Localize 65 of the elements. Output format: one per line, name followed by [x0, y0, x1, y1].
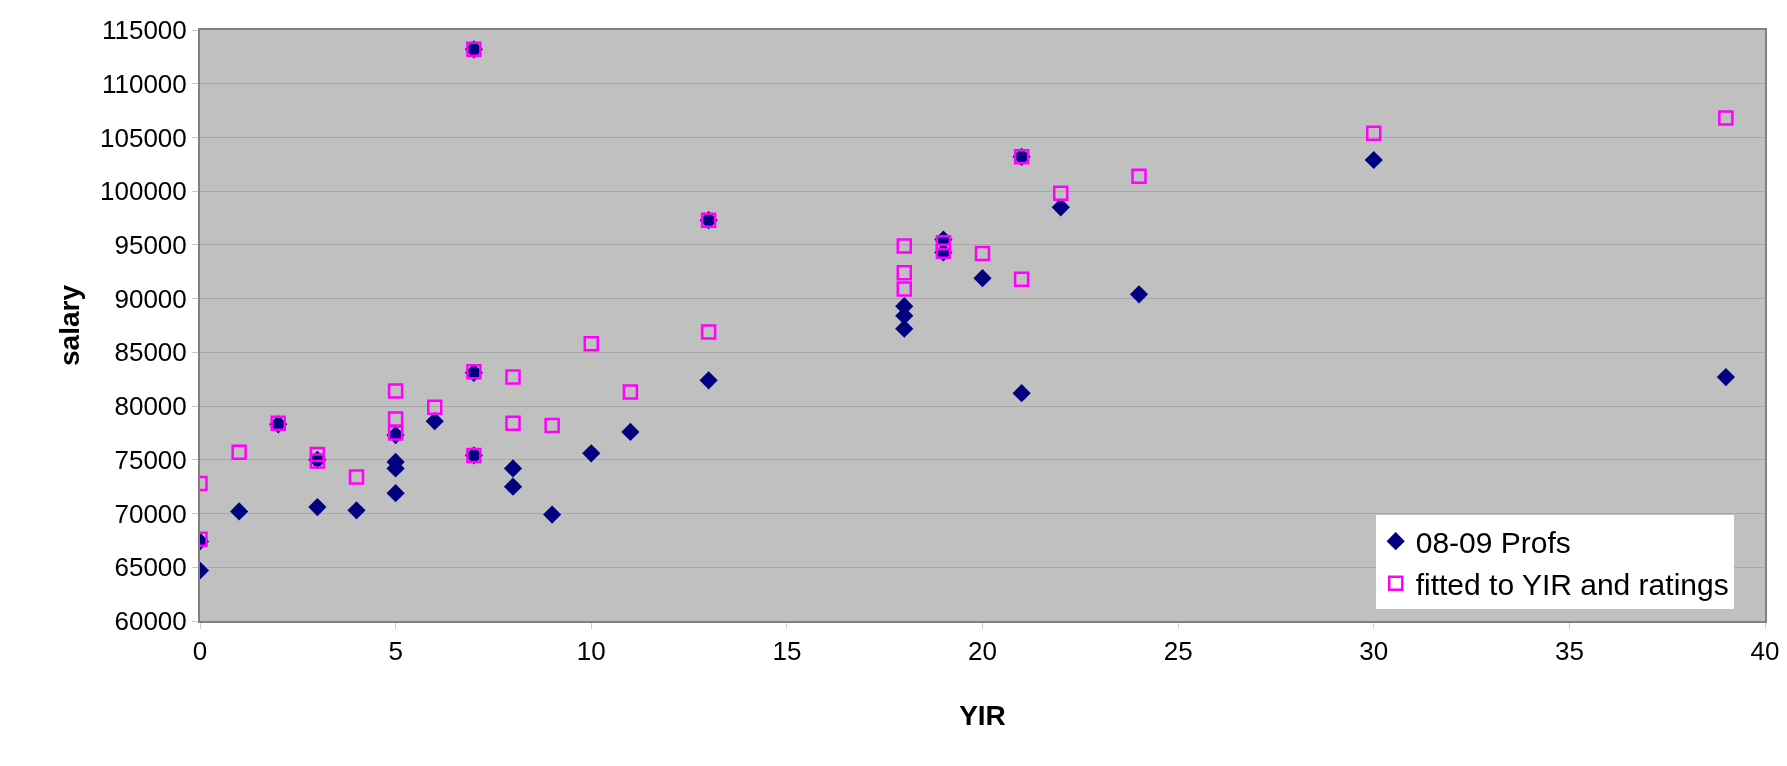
point [1366, 125, 1382, 141]
point [308, 498, 327, 517]
point [1716, 367, 1735, 387]
x-tick-label: 10 [576, 636, 606, 667]
point [1364, 150, 1383, 170]
y-tick-label: 60000 [114, 606, 187, 637]
point [544, 417, 560, 434]
y-tick-label: 115000 [101, 15, 187, 46]
point [387, 425, 404, 441]
legend-label: 08-09 Profs [1415, 525, 1571, 559]
legend-label: fitted to YIR and ratings [1415, 567, 1729, 601]
x-tick-label: 20 [968, 636, 997, 667]
point [1129, 285, 1149, 304]
point [230, 502, 249, 521]
point [699, 371, 718, 390]
point [974, 245, 991, 262]
point [622, 384, 639, 400]
point [503, 477, 523, 496]
point [973, 269, 992, 288]
point [896, 281, 912, 297]
point [386, 484, 405, 503]
x-tick-label: 15 [772, 636, 802, 667]
y-tick-label: 65000 [114, 552, 187, 583]
point [503, 459, 523, 478]
point [505, 369, 521, 385]
point [1012, 384, 1031, 403]
y-tick-label: 95000 [114, 230, 187, 261]
point [543, 505, 562, 524]
point [387, 411, 404, 427]
y-axis-title: salary [54, 284, 86, 366]
x-tick-label: 40 [1750, 636, 1780, 667]
point [700, 324, 717, 340]
point [896, 265, 912, 281]
point [582, 444, 601, 463]
y-tick-label: 75000 [114, 444, 187, 475]
point [425, 412, 444, 431]
point [387, 383, 404, 399]
y-tick-label: 105000 [100, 122, 187, 153]
y-tick-label: 110000 [101, 68, 187, 99]
y-tick-label: 90000 [114, 283, 187, 314]
point [1718, 110, 1734, 126]
y-tick-label: 70000 [114, 498, 187, 529]
point [348, 469, 365, 485]
point [621, 422, 640, 441]
point [1131, 168, 1147, 184]
x-tick-label: 30 [1359, 636, 1389, 667]
x-tick-label: 0 [192, 636, 208, 667]
x-tick-label: 5 [388, 636, 403, 667]
point [231, 444, 247, 461]
point [1013, 271, 1030, 288]
y-tick-label: 85000 [114, 337, 187, 368]
y-tick-label: 80000 [114, 391, 187, 422]
x-tick-label: 35 [1554, 636, 1584, 667]
point [1051, 198, 1070, 217]
x-axis-title: YIR [959, 699, 1006, 731]
point [583, 336, 599, 352]
x-tick-label: 25 [1163, 636, 1193, 667]
point [427, 399, 443, 415]
point [935, 235, 952, 251]
point [505, 415, 521, 432]
y-tick-label: 100000 [100, 176, 187, 207]
point [347, 501, 366, 520]
point [896, 238, 912, 254]
point [1053, 185, 1069, 202]
point [309, 446, 326, 463]
